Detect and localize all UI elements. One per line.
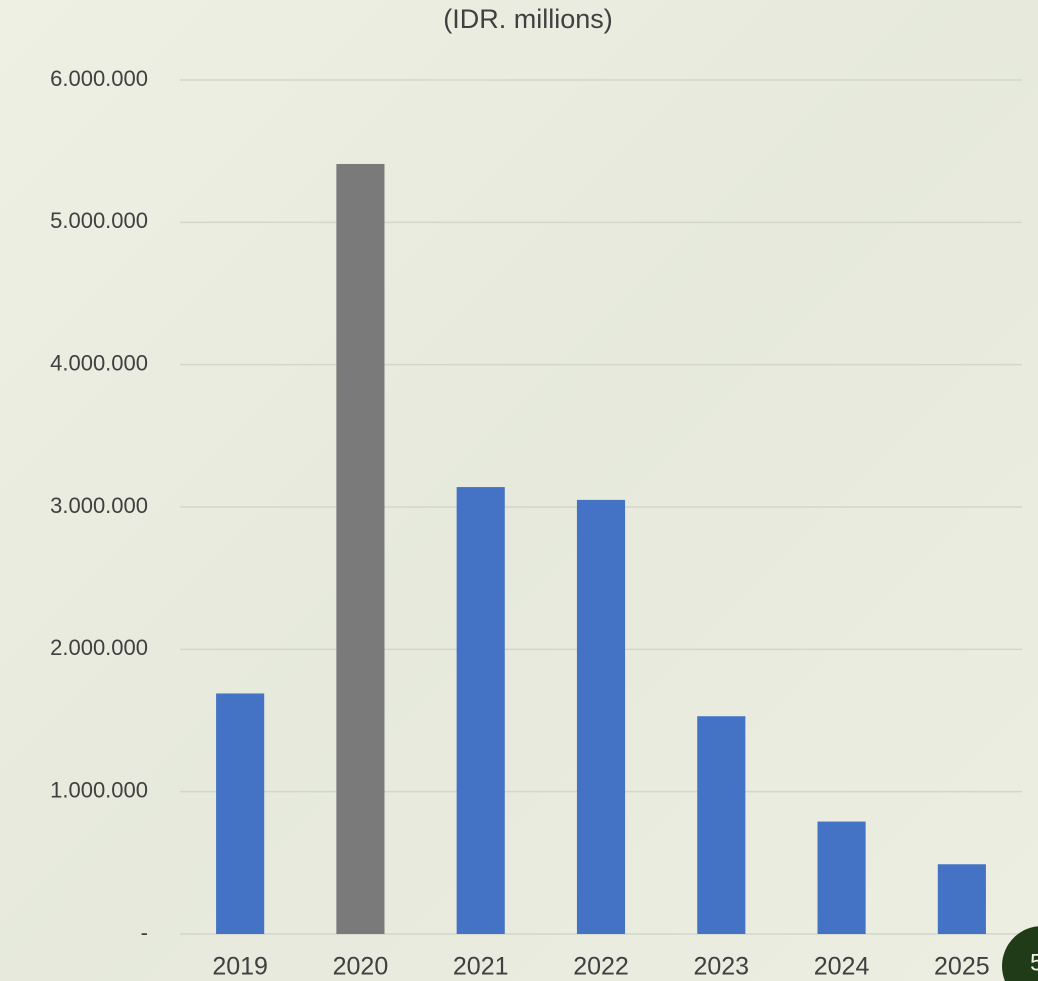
bar [937, 864, 986, 934]
page-number: 5 [1030, 949, 1038, 976]
bar [576, 499, 626, 934]
y-tick-label: 2.000.000 [50, 635, 148, 660]
x-tick-label: 2021 [453, 953, 509, 981]
bar [336, 163, 385, 934]
page-badge [1002, 926, 1038, 981]
x-tick-label: 2019 [212, 953, 268, 981]
y-tick-label: 6.000.000 [50, 66, 148, 91]
x-tick-label: 2023 [693, 953, 749, 981]
y-tick-label: 4.000.000 [50, 350, 148, 375]
y-tick-label: - [141, 920, 148, 945]
x-tick-label: 2022 [573, 953, 629, 981]
chart-title: (IDR. millions) [443, 4, 613, 34]
x-tick-label: 2025 [934, 953, 990, 981]
bar [697, 716, 746, 934]
x-tick-label: 2020 [333, 953, 389, 981]
x-tick-label: 2024 [814, 953, 870, 981]
y-tick-label: 1.000.000 [50, 777, 148, 802]
bar [817, 821, 866, 934]
bar [216, 693, 265, 934]
y-tick-label: 5.000.000 [50, 208, 148, 233]
bar [456, 487, 505, 934]
y-tick-label: 3.000.000 [50, 493, 148, 518]
